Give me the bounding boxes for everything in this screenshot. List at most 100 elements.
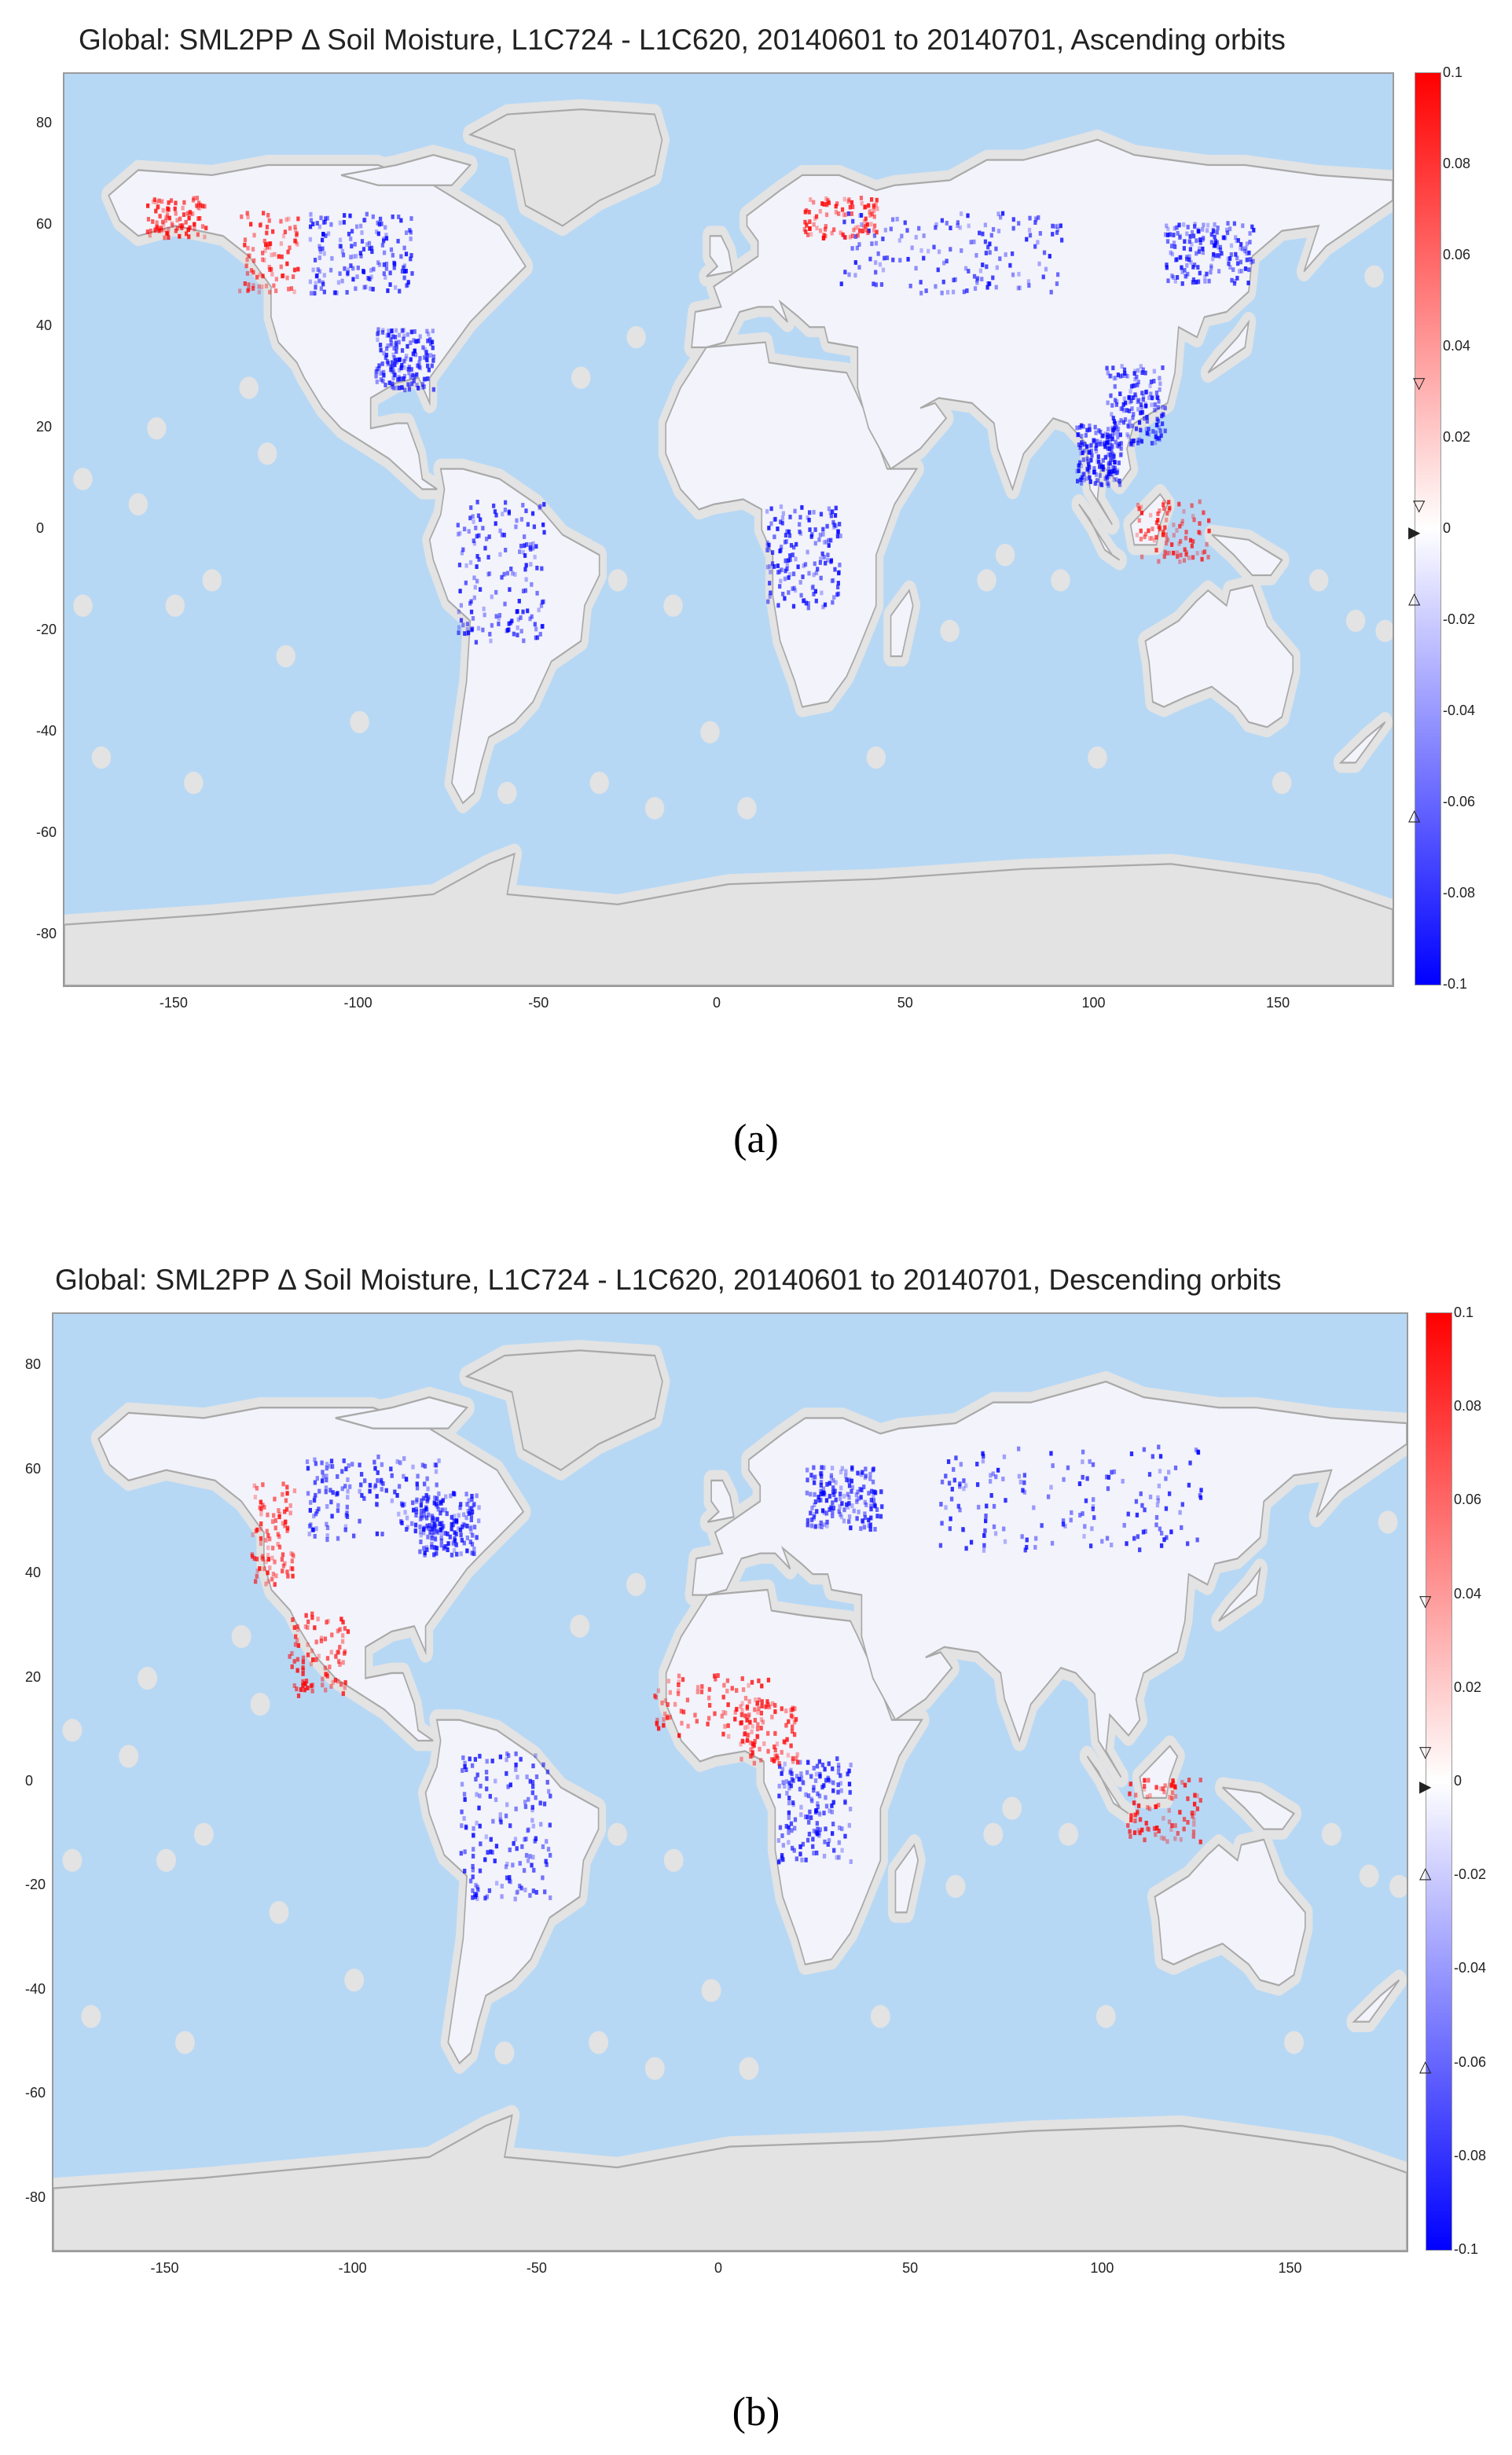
island-mask <box>1272 772 1292 794</box>
anomaly-pixel <box>1139 537 1143 541</box>
anomaly-pixel <box>679 1708 684 1714</box>
colorbar <box>1426 1312 1452 2251</box>
anomaly-pixel <box>1167 1491 1172 1496</box>
anomaly-pixel <box>791 1759 795 1764</box>
anomaly-pixel <box>1105 440 1109 446</box>
anomaly-pixel <box>850 1503 854 1508</box>
anomaly-pixel <box>801 574 805 579</box>
anomaly-pixel <box>839 1781 843 1786</box>
island-mask <box>644 797 665 820</box>
anomaly-pixel <box>284 1498 288 1503</box>
anomaly-pixel <box>848 204 852 210</box>
anomaly-pixel <box>308 1507 312 1513</box>
anomaly-pixel <box>400 385 404 391</box>
anomaly-pixel <box>940 1479 945 1484</box>
anomaly-pixel <box>1192 517 1196 523</box>
anomaly-pixel <box>1210 232 1214 237</box>
anomaly-pixel <box>345 1510 349 1516</box>
anomaly-pixel <box>435 1550 439 1556</box>
anomaly-pixel <box>1191 280 1195 285</box>
anomaly-pixel <box>1140 1503 1144 1508</box>
anomaly-pixel <box>483 612 486 618</box>
anomaly-pixel <box>1136 383 1140 388</box>
anomaly-pixel <box>264 1581 268 1587</box>
anomaly-pixel <box>759 1726 763 1730</box>
anomaly-pixel <box>281 1521 285 1526</box>
island-mask <box>269 1900 289 1925</box>
anomaly-pixel <box>418 334 422 339</box>
anomaly-pixel <box>830 1809 835 1815</box>
island-mask <box>1378 1510 1398 1534</box>
anomaly-pixel <box>1002 1526 1006 1532</box>
island-mask <box>165 594 185 617</box>
anomaly-pixel <box>274 1573 278 1579</box>
anomaly-pixel <box>274 277 278 282</box>
anomaly-pixel <box>1033 1544 1037 1550</box>
anomaly-pixel <box>392 346 396 350</box>
anomaly-pixel <box>530 1804 534 1810</box>
anomaly-pixel <box>469 1525 473 1530</box>
anomaly-pixel <box>1162 502 1165 508</box>
anomaly-pixel <box>799 1775 804 1781</box>
anomaly-pixel <box>1235 238 1239 244</box>
anomaly-pixel <box>470 1497 474 1503</box>
anomaly-pixel <box>279 218 283 224</box>
anomaly-pixel <box>425 1507 429 1513</box>
anomaly-pixel <box>484 1770 489 1774</box>
anomaly-pixel <box>374 369 378 375</box>
anomaly-pixel <box>485 1894 490 1899</box>
anomaly-pixel <box>420 1462 425 1468</box>
anomaly-pixel <box>1194 280 1198 284</box>
anomaly-pixel <box>1162 500 1166 505</box>
anomaly-pixel <box>292 1553 295 1558</box>
anomaly-pixel <box>329 1459 334 1464</box>
anomaly-pixel <box>513 1896 517 1902</box>
anomaly-pixel <box>1176 554 1180 560</box>
anomaly-pixel <box>812 509 816 515</box>
anomaly-pixel <box>253 1579 258 1584</box>
anomaly-pixel <box>791 1756 795 1761</box>
anomaly-pixel <box>464 1515 468 1521</box>
anomaly-pixel <box>339 1682 343 1687</box>
anomaly-pixel <box>1109 472 1113 476</box>
anomaly-pixel <box>362 218 366 223</box>
anomaly-pixel <box>285 1569 289 1575</box>
anomaly-pixel <box>402 1456 406 1462</box>
anomaly-pixel <box>777 1783 781 1789</box>
anomaly-pixel <box>359 1472 364 1477</box>
anomaly-pixel <box>494 614 498 619</box>
anomaly-pixel <box>273 251 277 257</box>
anomaly-pixel <box>828 1481 831 1486</box>
anomaly-pixel <box>1172 523 1176 527</box>
anomaly-pixel <box>739 1741 743 1747</box>
anomaly-pixel <box>364 284 368 290</box>
anomaly-pixel <box>402 365 406 370</box>
anomaly-pixel <box>873 223 877 229</box>
anomaly-pixel <box>376 1454 380 1459</box>
anomaly-pixel <box>273 1582 277 1587</box>
anomaly-pixel <box>400 1520 404 1525</box>
anomaly-pixel <box>1129 1813 1133 1818</box>
anomaly-pixel <box>427 332 431 337</box>
anomaly-pixel <box>1139 1491 1143 1496</box>
anomaly-pixel <box>847 1483 852 1488</box>
anomaly-pixel <box>460 1809 464 1815</box>
anomaly-pixel <box>295 1627 300 1632</box>
anomaly-pixel <box>1136 1534 1140 1539</box>
x-tick-label: 150 <box>1266 995 1290 1011</box>
anomaly-pixel <box>397 1484 402 1489</box>
anomaly-pixel <box>750 1679 754 1685</box>
anomaly-pixel <box>789 1767 793 1773</box>
anomaly-pixel <box>193 222 196 227</box>
anomaly-pixel <box>1182 508 1186 514</box>
anomaly-pixel <box>1025 1544 1029 1550</box>
anomaly-pixel <box>262 211 266 216</box>
anomaly-pixel <box>1116 430 1120 435</box>
anomaly-pixel <box>1134 394 1138 400</box>
anomaly-pixel <box>417 339 420 343</box>
anomaly-pixel <box>516 625 519 630</box>
anomaly-pixel <box>292 1488 297 1494</box>
anomaly-pixel <box>1049 289 1053 295</box>
anomaly-pixel <box>182 212 186 218</box>
anomaly-pixel <box>534 544 538 549</box>
